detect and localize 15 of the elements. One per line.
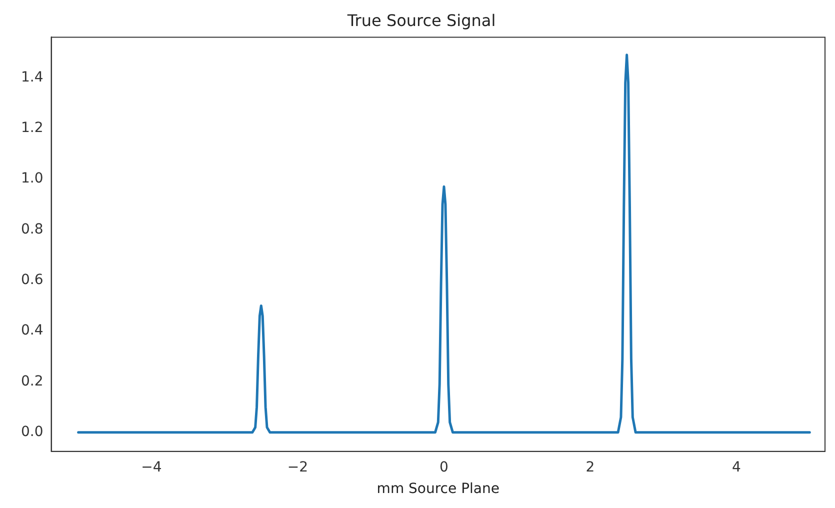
x-tick-label: 4 — [732, 459, 742, 476]
y-tick-label: 1.2 — [21, 120, 44, 136]
x-tick-label: 0 — [440, 459, 448, 476]
chart-title: True Source Signal — [346, 10, 496, 30]
y-tick-label: 0.6 — [21, 272, 44, 288]
x-tick-label: −4 — [141, 459, 162, 476]
x-tick-label: −2 — [287, 459, 308, 476]
y-tick-label: 1.0 — [21, 170, 44, 187]
y-tick-label: 0.2 — [21, 373, 44, 390]
x-tick-label: 2 — [586, 459, 595, 476]
y-tick-label: 0.4 — [21, 322, 44, 339]
y-tick-label: 0.8 — [21, 221, 44, 238]
y-tick-label: 1.4 — [21, 69, 44, 86]
x-axis-title: mm Source Plane — [376, 481, 500, 498]
y-tick-label: 0.0 — [21, 424, 44, 440]
